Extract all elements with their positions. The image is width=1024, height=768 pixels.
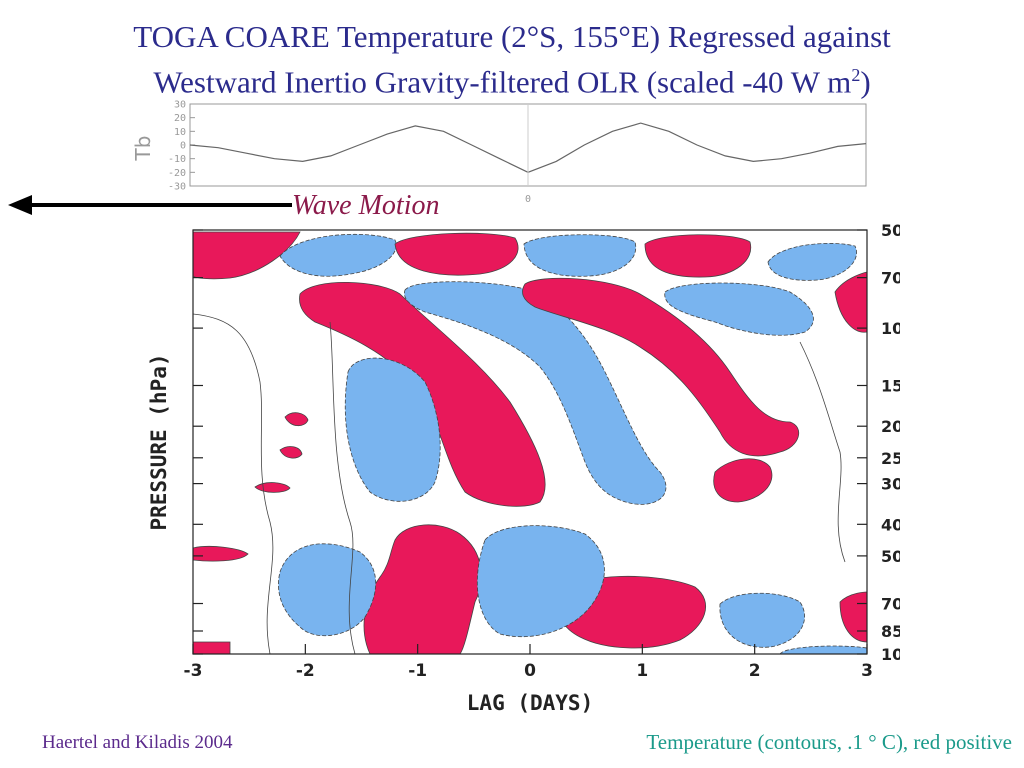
zero-contour — [193, 313, 274, 654]
slide-title-close: ) — [860, 64, 871, 100]
negative-region — [476, 525, 605, 637]
tb-y-ticks: 30 20 10 0 -10 -20 -30 — [168, 100, 195, 193]
pressure-tick-label: 200 — [881, 417, 900, 436]
negative-region — [767, 243, 857, 281]
zero-contour — [799, 341, 846, 563]
positive-region — [644, 234, 752, 278]
pressure-tick-label: 100 — [881, 319, 900, 338]
pressure-tick-label: 300 — [881, 475, 900, 494]
slide-title: TOGA COARE Temperature (2°S, 155°E) Regr… — [0, 18, 1024, 101]
positive-region — [394, 232, 519, 276]
pressure-tick-label: 1000 — [881, 645, 900, 664]
negative-region — [719, 592, 805, 648]
negative-region — [779, 645, 867, 654]
negative-region — [344, 357, 441, 502]
positive-region — [834, 271, 867, 333]
y-axis-title: PRESSURE (hPa) — [147, 353, 171, 530]
tb-line-chart: Tb 30 20 10 0 -10 -20 -30 0 — [131, 100, 867, 205]
pressure-tick-label: 50 — [881, 222, 900, 240]
slide-title-line2-text: Westward Inertio Gravity-filtered OLR (s… — [153, 64, 852, 100]
tb-x-tick-label: 0 — [525, 194, 531, 205]
tb-y-tick-label: -20 — [168, 168, 186, 179]
negative-region — [523, 234, 637, 277]
positive-region — [193, 641, 231, 654]
lag-tick-label: -2 — [296, 661, 315, 681]
tb-y-tick-label: 30 — [174, 100, 186, 111]
pressure-tick-label: 70 — [881, 269, 900, 288]
tb-axis-label: Tb — [131, 136, 155, 162]
lag-tick-label: 3 — [861, 661, 873, 681]
pressure-tick-label: 700 — [881, 595, 900, 614]
positive-region — [193, 546, 249, 562]
slide-title-superscript: 2 — [851, 65, 861, 85]
positive-region — [839, 591, 867, 643]
wave-motion-arrow — [8, 195, 292, 215]
caption-text: Temperature (contours, .1 ° C), red posi… — [646, 730, 1012, 754]
pressure-lag-chart: -3 -2 -1 0 1 2 3 50 70 100 150 200 250 300 400 500 700 8… — [147, 222, 900, 715]
positive-region — [522, 277, 800, 457]
citation-text: Haertel and Kiladis 2004 — [42, 732, 233, 753]
lag-tick-label: -3 — [184, 661, 203, 681]
negative-region — [279, 233, 397, 277]
lag-tick-label: 0 — [524, 661, 536, 681]
negative-region — [664, 282, 814, 336]
tb-y-tick-label: 20 — [174, 113, 186, 124]
positive-region — [363, 524, 482, 654]
wave-arrow-head — [8, 195, 32, 215]
tb-y-tick-label: -10 — [168, 154, 186, 165]
zero-contour — [329, 321, 356, 654]
tb-y-tick-label: 0 — [180, 141, 186, 152]
wave-motion-label: Wave Motion — [292, 190, 440, 221]
lag-tick-label: 1 — [636, 661, 648, 681]
pressure-tick-label: 150 — [881, 376, 900, 395]
slide-title-line2: Westward Inertio Gravity-filtered OLR (s… — [0, 56, 1024, 101]
positive-region — [279, 446, 303, 459]
pressure-tick-label: 500 — [881, 547, 900, 566]
tb-y-tick-label: 10 — [174, 127, 186, 138]
lag-tick-label: -1 — [408, 661, 427, 681]
pressure-y-ticks: 50 70 100 150 200 250 300 400 500 700 850 1000 — [193, 222, 900, 664]
positive-region — [284, 412, 309, 427]
slide-title-line1: TOGA COARE Temperature (2°S, 155°E) Regr… — [133, 19, 891, 54]
contour-field — [193, 230, 867, 654]
lag-tick-label: 2 — [749, 661, 761, 681]
tb-x-ticks: 0 — [525, 194, 531, 205]
pressure-tick-label: 250 — [881, 449, 900, 468]
tb-y-tick-label: -30 — [168, 182, 186, 193]
lag-x-ticks: -3 -2 -1 0 1 2 3 — [184, 644, 873, 681]
x-axis-title: LAG (DAYS) — [467, 691, 593, 715]
positive-region — [713, 458, 773, 503]
pressure-tick-label: 400 — [881, 515, 900, 534]
pressure-tick-label: 850 — [881, 622, 900, 641]
